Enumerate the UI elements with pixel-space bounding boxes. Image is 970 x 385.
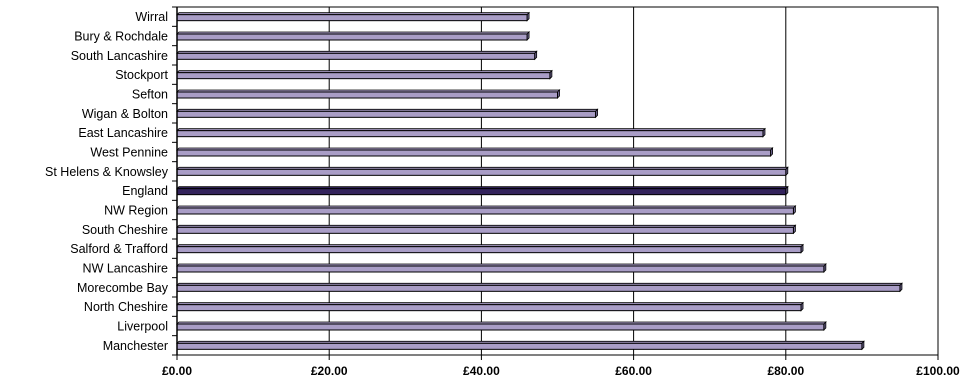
category-label: North Cheshire — [84, 300, 168, 314]
bar-front — [176, 304, 802, 312]
gridlines — [328, 7, 787, 355]
category-label: Wigan & Bolton — [82, 107, 168, 121]
category-label: England — [122, 184, 168, 198]
category-label: Stockport — [115, 68, 168, 82]
category-label: Wirral — [135, 10, 168, 24]
bar-front — [176, 91, 558, 99]
x-tick-label: £100.00 — [916, 364, 960, 378]
category-label: Bury & Rochdale — [74, 30, 168, 44]
category-label: South Lancashire — [71, 49, 168, 63]
category-label: Liverpool — [117, 320, 168, 334]
bar — [176, 69, 553, 80]
bar-front — [176, 323, 825, 331]
bar-front — [176, 52, 536, 60]
bar — [176, 185, 789, 196]
category-label: Morecombe Bay — [77, 281, 169, 295]
category-label: Manchester — [103, 339, 168, 353]
x-tick-label: £80.00 — [767, 364, 804, 378]
bar — [176, 89, 561, 99]
category-label: St Helens & Knowsley — [45, 165, 169, 179]
x-tick-label: £0.00 — [162, 364, 192, 378]
bar — [176, 50, 538, 61]
bar-front — [176, 168, 787, 176]
bar-front — [176, 110, 597, 118]
bar — [176, 224, 797, 235]
bar-front — [176, 130, 764, 138]
bar-front — [176, 33, 528, 41]
bar — [176, 282, 903, 293]
bar — [176, 127, 766, 138]
bar — [176, 321, 827, 331]
bar — [176, 11, 531, 22]
bar — [176, 263, 827, 273]
x-tick-label: £40.00 — [463, 364, 500, 378]
category-label: NW Lancashire — [83, 262, 168, 276]
category-label: NW Region — [104, 204, 168, 218]
category-label: South Cheshire — [82, 223, 168, 237]
bar-front — [176, 246, 802, 254]
category-label: West Pennine — [90, 146, 168, 160]
bar-front — [176, 342, 863, 350]
bars — [176, 11, 903, 351]
bar — [176, 108, 599, 119]
bar-front — [176, 207, 794, 215]
bar — [176, 301, 804, 312]
category-labels: Wirral Bury & Rochdale South Lancashire Sto… — [45, 10, 169, 353]
bar-front — [176, 284, 901, 292]
bar — [176, 166, 789, 177]
bar-front — [176, 14, 528, 22]
bar-front — [176, 265, 825, 273]
bar-front — [176, 149, 772, 157]
bar-front — [176, 72, 551, 80]
x-tick-label: £60.00 — [615, 364, 652, 378]
bar — [176, 340, 865, 351]
bar — [176, 147, 774, 157]
category-label: Salford & Trafford — [70, 242, 168, 256]
category-label: East Lancashire — [78, 126, 168, 140]
axes — [172, 6, 939, 360]
bar-front — [176, 226, 794, 234]
bar — [176, 243, 804, 254]
x-tick-label: £20.00 — [311, 364, 348, 378]
category-label: Sefton — [132, 88, 168, 102]
bar — [176, 31, 531, 41]
bar — [176, 205, 797, 215]
bar-front — [176, 188, 787, 196]
tick-labels: £0.00 £20.00 £40.00 £60.00 £80.00 £100.00 — [162, 364, 960, 378]
